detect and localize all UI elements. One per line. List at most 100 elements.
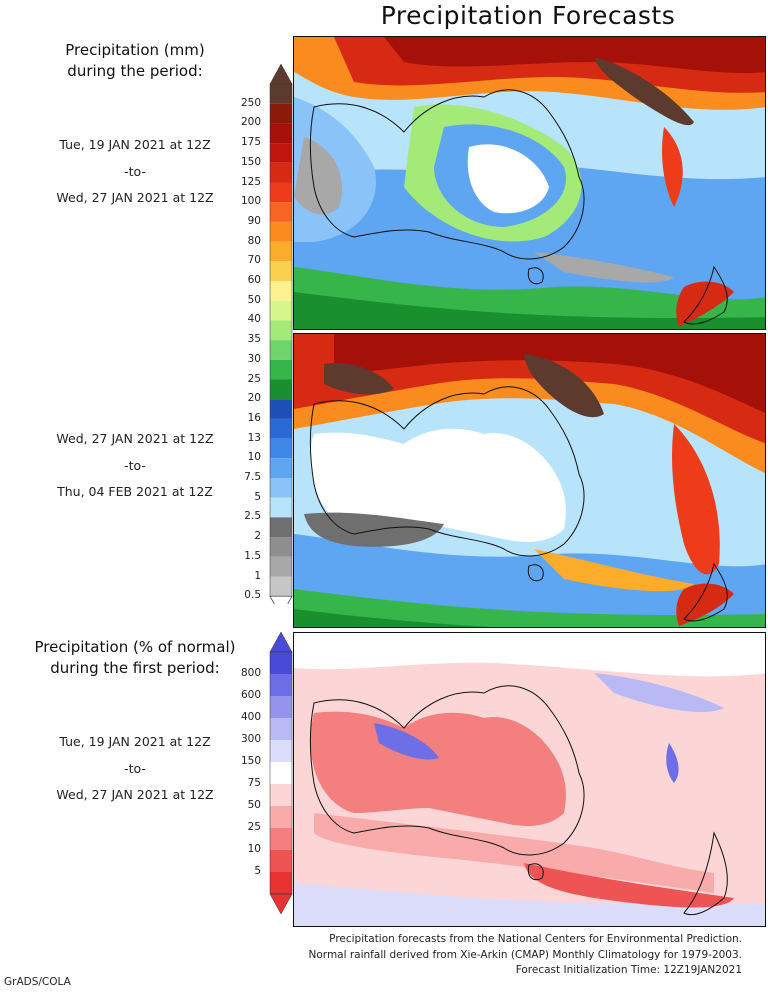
- colorbar-mm-tick-label: 13: [247, 431, 261, 444]
- colorbar-pct-tick-label: 50: [247, 799, 261, 811]
- footer-line-2: Normal rainfall derived from Xie-Arkin (…: [308, 948, 742, 961]
- colorbar-pct-bottom-cap: [269, 893, 293, 915]
- colorbar-mm-tick-label: 125: [240, 175, 261, 188]
- precip-map-1: [294, 37, 765, 329]
- colorbar-mm-tick-label: 1: [254, 569, 261, 582]
- colorbar-pct-swatch: [270, 828, 292, 850]
- colorbar-pct-swatch: [270, 784, 292, 806]
- colorbar-mm-swatch: [270, 399, 292, 419]
- period-3-from: Tue, 19 JAN 2021 at 12Z: [59, 734, 211, 749]
- legend-pct-heading-line2: during the first period:: [50, 659, 220, 677]
- colorbar-pct-swatch: [270, 872, 292, 894]
- colorbar-mm-tick-label: 25: [247, 372, 261, 385]
- colorbar-pct-tick-label: 400: [240, 711, 261, 723]
- colorbar-mm-swatch: [270, 261, 292, 281]
- colorbar-mm-swatch: [270, 359, 292, 380]
- colorbar-mm-tick-label: 60: [247, 274, 261, 286]
- colorbar-mm-tick-label: 1.5: [244, 549, 261, 562]
- colorbar-pct-swatch: [270, 740, 292, 762]
- colorbar-mm-swatch: [270, 143, 292, 163]
- colorbar-mm-swatch: [270, 162, 292, 183]
- page-title: Precipitation Forecasts: [380, 1, 676, 30]
- colorbar-mm-swatch: [270, 458, 292, 478]
- period-3-sep: -to-: [124, 760, 146, 776]
- colorbar-mm-tick-label: 200: [240, 116, 261, 129]
- colorbar-mm-swatch: [270, 320, 292, 341]
- colorbar-mm-swatch: [270, 438, 292, 459]
- colorbar-pct-swatch: [270, 674, 292, 696]
- colorbar-pct-tick-label: 75: [247, 777, 261, 789]
- period-2-sep: -to-: [124, 457, 146, 473]
- legend-mm-heading-line2: during the period:: [67, 62, 203, 80]
- colorbar-pct-swatch: [270, 652, 292, 674]
- software-credit: GrADS/COLA: [4, 976, 71, 988]
- precip-map-2: [294, 334, 765, 627]
- colorbar-pct-tick-label: 150: [240, 755, 261, 767]
- colorbar-mm-tick-label: 175: [240, 136, 261, 149]
- colorbar-mm-tick-label: 90: [247, 214, 261, 227]
- period-2-to: Thu, 04 FEB 2021 at 12Z: [57, 484, 213, 499]
- period-1-from: Tue, 19 JAN 2021 at 12Z: [59, 137, 211, 152]
- colorbar-mm-tick-label: 80: [247, 234, 261, 247]
- colorbar-mm-tick-label: 40: [247, 313, 261, 326]
- colorbar-pct-swatch: [270, 696, 292, 718]
- period-1-sep: -to-: [124, 163, 146, 179]
- colorbar-mm-tick-label: 250: [240, 96, 261, 109]
- period-3-to: Wed, 27 JAN 2021 at 12Z: [56, 787, 214, 802]
- precip-mm-colorbar-svg: [269, 63, 293, 617]
- map-panel-period-2: [293, 333, 766, 628]
- legend-mm-heading: Precipitation (mm) during the period:: [0, 40, 270, 82]
- colorbar-mm-swatch: [270, 103, 292, 124]
- colorbar-pct-tick-label: 25: [247, 821, 261, 833]
- colorbar-mm-swatch: [270, 537, 292, 557]
- colorbar-mm-tick-label: 35: [247, 333, 261, 346]
- colorbar-mm-swatch: [270, 241, 292, 262]
- period-2-range: Wed, 27 JAN 2021 at 12Z -to- Thu, 04 FEB…: [0, 426, 270, 506]
- colorbar-pct-top-cap: [269, 631, 293, 653]
- colorbar-mm-swatch: [270, 576, 292, 597]
- colorbar-pct-tick-label: 800: [240, 667, 261, 679]
- legend-pct-heading-line1: Precipitation (% of normal): [34, 638, 236, 656]
- colorbar-mm-tick-label: 16: [247, 411, 261, 424]
- colorbar-pct-tick-label: 600: [240, 689, 261, 701]
- colorbar-mm-swatch: [270, 300, 292, 321]
- colorbar-mm-tick-label: 150: [240, 155, 261, 168]
- colorbar-mm-swatch: [270, 84, 292, 104]
- colorbar-pct-swatch: [270, 850, 292, 872]
- colorbar-mm-top-cap: [269, 63, 293, 85]
- colorbar-mm-tick-label: 70: [247, 254, 261, 267]
- period-1-to: Wed, 27 JAN 2021 at 12Z: [56, 190, 214, 205]
- colorbar-mm-bottom-cap: [269, 595, 293, 617]
- colorbar-mm-tick-label: 2.5: [244, 510, 261, 523]
- colorbar-mm-swatch: [270, 478, 292, 498]
- period-1-range: Tue, 19 JAN 2021 at 12Z -to- Wed, 27 JAN…: [0, 132, 270, 212]
- precip-pct-colorbar: [268, 631, 294, 915]
- precip-mm-colorbar: [268, 63, 294, 617]
- colorbar-mm-tick-label: 7.5: [244, 471, 261, 483]
- colorbar-mm-swatch: [270, 182, 292, 203]
- legend-pct-heading: Precipitation (% of normal) during the f…: [0, 637, 270, 679]
- precip-pct-colorbar-svg: [269, 631, 293, 915]
- colorbar-pct-swatch: [270, 762, 292, 784]
- colorbar-mm-tick-label: 10: [247, 451, 261, 464]
- colorbar-mm-tick-label: 5: [254, 490, 261, 503]
- precip-pct-map: [294, 633, 765, 926]
- colorbar-mm-swatch: [270, 517, 292, 538]
- colorbar-mm-swatch: [270, 123, 292, 144]
- colorbar-mm-tick-label: 100: [240, 195, 261, 208]
- colorbar-mm-swatch: [270, 202, 292, 222]
- colorbar-mm-swatch: [270, 556, 292, 577]
- map-panel-percent-normal: [293, 632, 766, 927]
- legend-mm-heading-line1: Precipitation (mm): [65, 41, 205, 59]
- colorbar-pct-swatch: [270, 718, 292, 740]
- period-2-from: Wed, 27 JAN 2021 at 12Z: [56, 431, 214, 446]
- footer-line-1: Precipitation forecasts from the Nationa…: [329, 933, 742, 945]
- colorbar-pct-tick-label: 300: [240, 733, 261, 745]
- colorbar-mm-swatch: [270, 221, 292, 242]
- colorbar-mm-swatch: [270, 281, 292, 301]
- period-3-range: Tue, 19 JAN 2021 at 12Z -to- Wed, 27 JAN…: [0, 729, 270, 809]
- footer-line-3: Forecast Initialization Time: 12Z19JAN20…: [515, 964, 742, 976]
- colorbar-pct-swatch: [270, 806, 292, 828]
- colorbar-pct-tick-label: 10: [247, 843, 261, 855]
- colorbar-mm-swatch: [270, 418, 292, 439]
